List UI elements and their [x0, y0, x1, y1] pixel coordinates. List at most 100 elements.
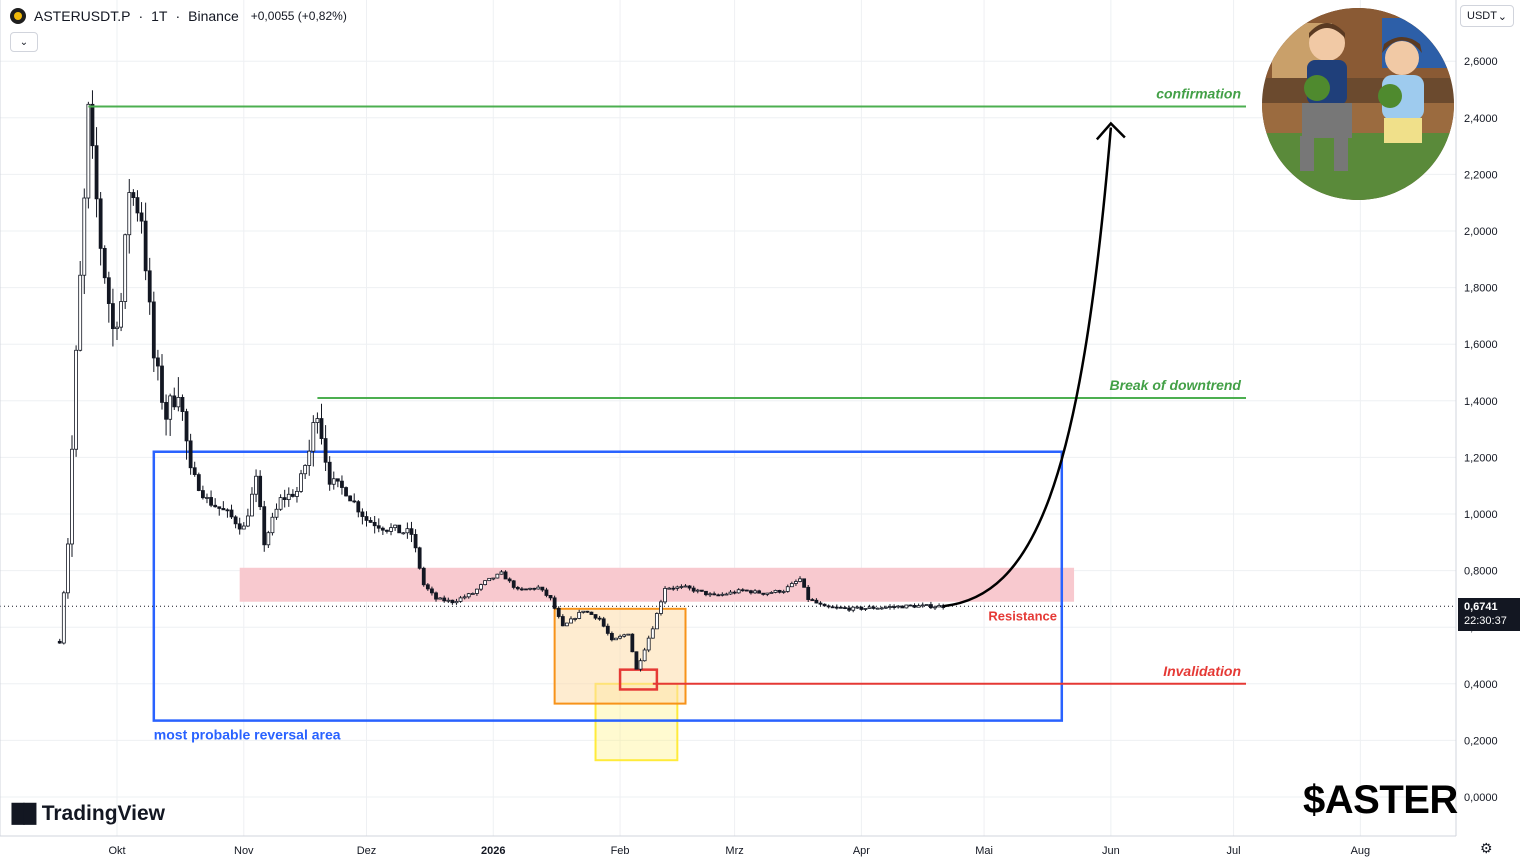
candle-body — [642, 649, 647, 662]
candle-body — [908, 604, 913, 607]
candle-body — [282, 497, 287, 500]
time-tick-label: Dez — [357, 845, 377, 857]
candle-body — [601, 618, 606, 627]
candle-body — [556, 607, 561, 617]
currency-label: USDT — [1467, 10, 1497, 22]
candle-body — [773, 589, 778, 593]
candle-body — [929, 604, 933, 609]
price-tick-label: 1,6000 — [1464, 339, 1498, 351]
candle-body — [671, 587, 676, 590]
candle-body — [66, 543, 70, 594]
orange-accumulation-box — [553, 607, 687, 705]
candle-body — [466, 593, 471, 598]
candle-body — [749, 590, 753, 594]
time-tick-label: 2026 — [481, 845, 505, 857]
candle-body — [188, 440, 193, 469]
candle-body — [515, 587, 520, 590]
candle-body — [732, 591, 737, 594]
price-tick-label: 2,2000 — [1464, 169, 1498, 181]
symbol-header[interactable]: ASTERUSDT.P · 1T · Binance +0,0055 (+0,8… — [10, 8, 347, 24]
candle-body — [871, 606, 876, 609]
candle-body — [82, 197, 87, 276]
candle-body — [683, 585, 688, 588]
candle-body — [151, 301, 156, 359]
price-tick-label: 1,0000 — [1464, 509, 1498, 521]
candle-body — [695, 589, 700, 592]
currency-selector[interactable]: USDT ⌄ — [1460, 5, 1514, 27]
candle-body — [650, 628, 655, 639]
candle-body — [462, 596, 467, 599]
candle-body — [687, 585, 692, 589]
candle-body — [524, 588, 528, 591]
candle-body — [409, 528, 414, 535]
candle-body — [434, 592, 438, 600]
time-tick-label: Jul — [1227, 845, 1241, 857]
candle-body — [875, 607, 880, 610]
candle-body — [245, 515, 250, 527]
candle-body — [344, 487, 348, 497]
candle-body — [335, 478, 340, 482]
candle-body — [205, 497, 209, 499]
price-tick-label: 0,0000 — [1464, 792, 1498, 804]
candle-body — [744, 589, 749, 592]
candle-body — [724, 593, 729, 596]
avatar-illustration — [1262, 8, 1454, 200]
candle-body — [270, 516, 275, 534]
tradingview-wordmark: TradingView — [41, 802, 166, 825]
candle-body — [98, 198, 103, 249]
candle-body — [327, 461, 332, 485]
candle-body — [61, 592, 66, 644]
candle-body — [372, 521, 377, 527]
candle-body — [565, 622, 569, 627]
candle-body — [924, 604, 929, 606]
candle-body — [605, 625, 610, 634]
gear-icon[interactable]: ⚙ — [1480, 840, 1493, 856]
tradingview-logo[interactable]: ▉▉ TradingView — [12, 802, 165, 826]
candle-body — [855, 606, 860, 609]
candle-body — [753, 590, 757, 594]
candle-body — [74, 349, 78, 450]
candle-body — [295, 490, 299, 497]
collapse-legend-button[interactable]: ⌄ — [10, 32, 38, 52]
candle-body — [348, 495, 353, 502]
price-tick-label: 0,2000 — [1464, 735, 1498, 747]
candle-countdown: 22:30:37 — [1464, 615, 1507, 627]
candle-body — [164, 402, 168, 420]
candle-body — [356, 501, 361, 513]
candle-body — [200, 490, 205, 499]
candle-body — [794, 581, 798, 584]
candle-body — [904, 604, 909, 609]
candle-body — [319, 418, 324, 439]
axes: 0,00000,20000,40000,60000,80001,00001,20… — [0, 0, 1498, 857]
candle-body — [630, 633, 635, 653]
candle-body — [303, 465, 308, 475]
candle-body — [196, 474, 201, 491]
candle-body — [757, 590, 762, 594]
candle-body — [487, 577, 492, 582]
last-price: 0,6741 — [1464, 601, 1498, 613]
candle-body — [155, 357, 160, 367]
candle-body — [286, 493, 291, 500]
candle-body — [352, 500, 357, 503]
candle-body — [789, 583, 794, 588]
candle-body — [654, 613, 659, 630]
projection-curve — [943, 127, 1113, 608]
separator: · — [138, 8, 144, 24]
candle-body — [405, 528, 410, 534]
price-tick-label: 2,6000 — [1464, 56, 1498, 68]
candle-body — [679, 586, 684, 588]
candle-body — [920, 604, 925, 607]
candle-body — [777, 589, 782, 593]
candle-body — [593, 614, 598, 619]
candle-body — [209, 497, 213, 506]
candle-body — [577, 611, 582, 619]
candle-body — [634, 651, 639, 670]
candle-body — [483, 580, 488, 585]
candle-body — [704, 590, 708, 596]
candle-body — [720, 593, 725, 596]
candle-body — [90, 103, 95, 147]
candle-body — [250, 493, 254, 517]
candle-body — [450, 599, 455, 604]
candle-body — [475, 588, 479, 594]
